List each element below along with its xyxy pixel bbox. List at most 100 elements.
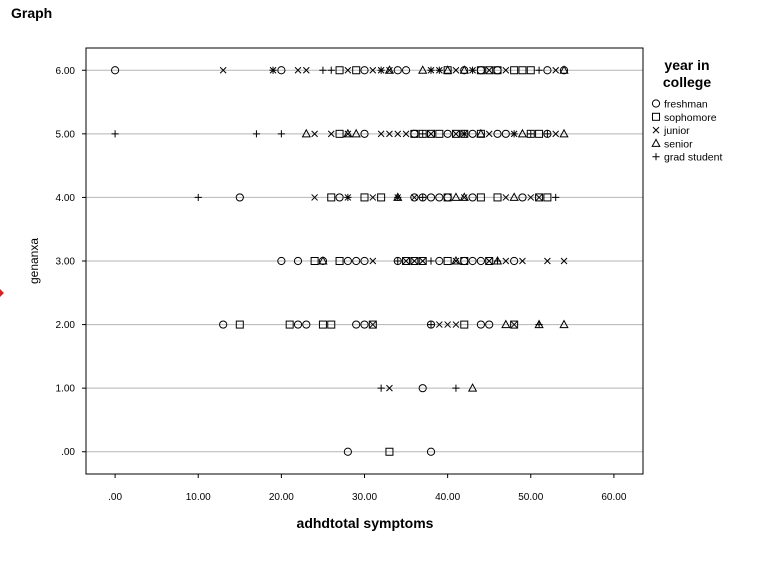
point-circle: [302, 320, 311, 329]
point-plus: [435, 66, 443, 74]
point-circle: [110, 66, 120, 75]
point-square: [335, 66, 344, 75]
point-x: [502, 257, 510, 265]
point-plus: [377, 66, 385, 74]
point-square: [476, 66, 485, 75]
point-x: [502, 194, 510, 201]
point-triangle: [418, 65, 428, 74]
legend-marker-square: [652, 112, 660, 121]
y-tick-label: 1.00: [56, 384, 76, 395]
point-x: [560, 257, 568, 265]
point-x: [452, 130, 460, 138]
point-circle: [426, 193, 436, 202]
point-triangle: [343, 128, 353, 138]
point-x: [485, 130, 493, 138]
y-tick-label: 2.00: [56, 320, 76, 331]
legend-marker-x: [652, 126, 660, 134]
point-x: [386, 66, 393, 74]
point-plus: [111, 130, 119, 138]
point-x: [527, 194, 535, 201]
point-circle: [360, 320, 369, 329]
point-circle: [501, 129, 510, 138]
y-axis-ticks: .00 1.00 2.00 3.00 4.00 5.00 6.00: [56, 66, 86, 458]
point-circle: [277, 256, 286, 266]
point-x: [386, 130, 393, 138]
point-square: [360, 193, 369, 202]
legend-label: sophomore: [664, 112, 717, 124]
point-circle: [360, 129, 369, 138]
point-x: [369, 194, 377, 201]
point-plus: [419, 193, 427, 202]
point-circle: [518, 193, 527, 202]
point-plus: [510, 130, 518, 138]
point-plus: [543, 130, 551, 138]
legend-title-line-1: year in: [664, 57, 709, 73]
point-circle: [510, 256, 519, 266]
y-tick-label: 6.00: [56, 66, 76, 77]
point-triangle: [318, 255, 328, 265]
point-circle: [219, 320, 228, 329]
point-circle: [435, 193, 444, 202]
x-tick-label: 60.00: [601, 492, 626, 503]
point-circle: [401, 66, 411, 75]
x-tick-label: 40.00: [435, 492, 460, 503]
point-x: [552, 130, 560, 138]
x-tick-label: 50.00: [518, 492, 543, 503]
point-square: [518, 66, 527, 75]
point-plus: [427, 66, 435, 74]
point-square: [335, 129, 344, 138]
point-triangle: [442, 65, 453, 74]
x-axis-title: adhdtotal symptoms: [297, 515, 434, 531]
point-square: [485, 66, 494, 75]
point-circle: [443, 129, 452, 138]
point-x: [485, 66, 493, 74]
legend-marker-triangle: [651, 138, 661, 147]
point-x: [452, 66, 460, 74]
point-circle: [235, 193, 244, 202]
point-plus: [377, 384, 385, 392]
point-square: [526, 66, 535, 75]
x-axis-ticks: .00 10.00 20.00 30.00 40.00 50.00 60.00: [108, 474, 627, 503]
point-x: [311, 194, 318, 201]
point-square: [327, 193, 336, 202]
point-x: [294, 66, 302, 74]
point-x: [452, 321, 460, 328]
point-square: [493, 193, 502, 202]
point-square: [435, 129, 444, 138]
point-square: [443, 257, 452, 265]
point-triangle: [559, 65, 569, 74]
point-circle: [343, 447, 352, 456]
point-circle: [352, 320, 361, 329]
point-circle: [485, 320, 494, 329]
point-plus: [468, 66, 477, 74]
point-plus: [319, 66, 327, 74]
point-x: [435, 321, 443, 328]
point-x: [510, 321, 518, 328]
point-plus: [427, 257, 435, 265]
point-square: [318, 320, 327, 329]
point-plus: [194, 193, 202, 202]
point-triangle: [459, 192, 469, 201]
point-circle: [435, 256, 444, 266]
point-square: [327, 320, 336, 329]
legend-title-line-2: college: [663, 74, 711, 90]
point-square: [335, 257, 344, 265]
point-x: [452, 257, 460, 265]
point-x: [411, 194, 418, 201]
point-triangle: [351, 128, 361, 138]
y-tick-label: .00: [61, 447, 75, 458]
legend: year in college freshmansophomorejuniors…: [651, 57, 722, 164]
point-x: [544, 257, 551, 265]
legend-label: grad student: [664, 152, 722, 164]
legend-label: freshman: [664, 99, 708, 111]
point-circle: [493, 129, 502, 138]
point-square: [418, 257, 427, 265]
point-square: [285, 320, 294, 329]
edge-marker: [0, 289, 4, 297]
point-square: [310, 257, 319, 265]
point-triangle: [509, 192, 519, 201]
point-circle: [418, 384, 427, 393]
point-square: [535, 129, 544, 138]
point-square: [377, 193, 386, 202]
point-square: [427, 129, 436, 138]
